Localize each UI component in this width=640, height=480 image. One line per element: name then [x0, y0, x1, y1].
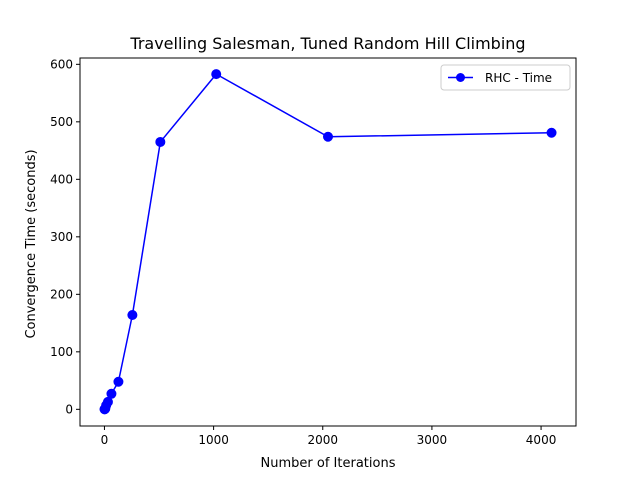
legend-box: [440, 64, 571, 91]
axes-frame: [79, 57, 577, 427]
x-axis-label: Number of Iterations: [261, 456, 396, 471]
data-point: [546, 127, 557, 138]
data-point: [155, 136, 166, 147]
x-tick-label: 2000: [307, 433, 338, 447]
data-point: [127, 310, 138, 321]
y-tick-label: 0: [65, 402, 73, 416]
legend-marker: [456, 73, 465, 82]
x-tick-label: 1000: [198, 433, 229, 447]
y-axis-label: Convergence Time (seconds): [24, 149, 39, 338]
x-tick-label: 4000: [526, 433, 557, 447]
data-point: [323, 131, 333, 142]
y-tick-label: 500: [50, 115, 73, 129]
data-point: [211, 69, 222, 80]
data-point: [106, 388, 117, 399]
y-tick-label: 300: [50, 230, 73, 244]
y-tick-label: 400: [50, 172, 73, 186]
data-point: [113, 376, 124, 387]
x-tick-label: 0: [101, 433, 109, 447]
legend-label: RHC - Time: [485, 71, 552, 85]
plot-area: 0 1000 2000 3000 4000 0 100 200 300 400 500 600 RHC …: [50, 57, 577, 447]
y-tick-label: 200: [50, 287, 73, 301]
y-tick-label: 100: [50, 345, 73, 359]
x-tick-label: 3000: [417, 433, 448, 447]
legend: RHC - Time: [440, 64, 571, 91]
y-tick-label: 600: [50, 57, 73, 71]
chart-title: Travelling Salesman, Tuned Random Hill C…: [129, 34, 525, 53]
